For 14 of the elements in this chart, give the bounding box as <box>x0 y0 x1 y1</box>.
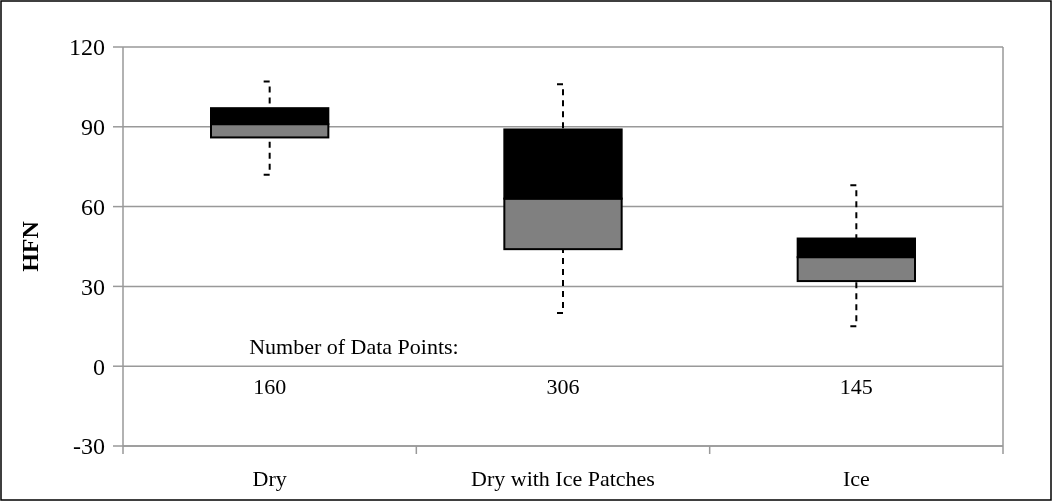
x-tick-label: Ice <box>842 466 870 491</box>
y-tick-label: -30 <box>73 433 105 460</box>
y-tick-label: 0 <box>93 353 105 380</box>
annotation: 306 <box>546 373 580 399</box>
y-tick-label: 120 <box>69 34 105 61</box>
y-tick-label: 60 <box>81 194 105 220</box>
y-tick-label: 30 <box>81 273 105 300</box>
annotation: Number of Data Points: <box>249 334 459 360</box>
annotation: 145 <box>839 373 873 399</box>
x-tick-label: Dry <box>252 466 287 491</box>
y-tick-label: 90 <box>81 114 105 141</box>
annotation: 160 <box>253 373 287 399</box>
x-tick-label: Dry with Ice Patches <box>471 466 655 491</box>
y-axis-title: HFN <box>17 220 43 272</box>
